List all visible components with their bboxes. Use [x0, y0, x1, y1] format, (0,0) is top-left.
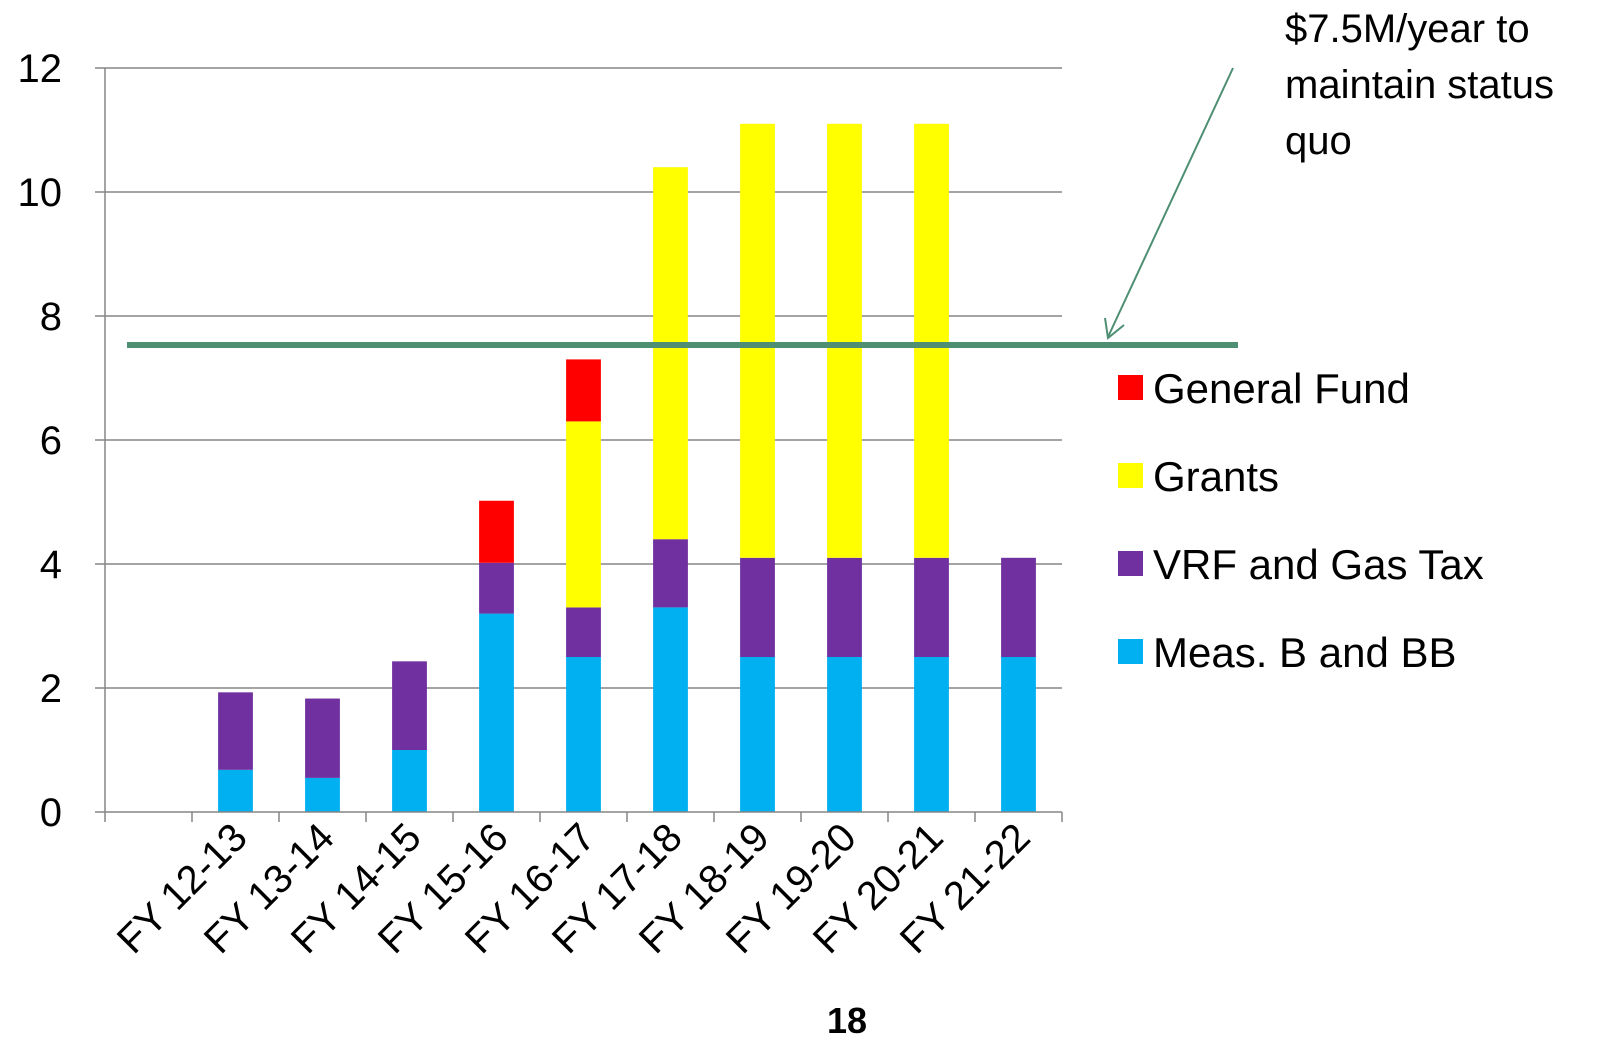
bar-segment: [566, 607, 601, 657]
y-tick-label: 4: [40, 543, 62, 587]
annotation: $7.5M/year to maintain status quo: [1104, 7, 1554, 340]
bar-segment: [566, 359, 601, 422]
legend-swatch: [1118, 375, 1143, 400]
y-tick-label: 10: [18, 171, 63, 215]
bar-segment: [653, 539, 688, 608]
bar-segment: [392, 750, 427, 812]
legend: General Fund Grants VRF and Gas Tax Meas. B…: [1118, 365, 1484, 676]
bar-segment: [827, 657, 862, 812]
bar-segment: [653, 167, 688, 540]
bar-segment: [827, 123, 862, 558]
bar-segment: [392, 661, 427, 750]
legend-label: VRF and Gas Tax: [1153, 541, 1484, 588]
bar-segment: [740, 557, 775, 657]
legend-label: Grants: [1153, 453, 1279, 500]
annotation-text-line: $7.5M/year to: [1285, 7, 1530, 51]
y-tick-label: 8: [40, 295, 62, 339]
bar-segment: [740, 123, 775, 558]
bar-segment: [653, 607, 688, 812]
bar-segment: [218, 769, 253, 812]
y-tick-label: 2: [40, 667, 62, 711]
bar-segment: [479, 613, 514, 812]
y-tick-labels: 0 2 4 6 8 10 12: [18, 47, 63, 835]
bar-segment: [479, 562, 514, 614]
bar-segment: [914, 657, 949, 812]
page-number: 18: [827, 1000, 867, 1040]
legend-swatch: [1118, 551, 1143, 576]
y-tick-label: 12: [18, 47, 63, 91]
axes: [95, 67, 1063, 822]
annotation-text-line: quo: [1285, 119, 1352, 163]
legend-swatch: [1118, 463, 1143, 488]
bar-segment: [827, 557, 862, 657]
bar-segment: [566, 421, 601, 608]
bar-segment: [479, 500, 514, 563]
bar-segment: [305, 698, 340, 778]
bar-segment: [740, 657, 775, 812]
bar-segment: [305, 777, 340, 812]
legend-label: Meas. B and BB: [1153, 629, 1457, 676]
bar-segment: [1001, 657, 1036, 812]
bar-segment: [914, 557, 949, 657]
legend-label: General Fund: [1153, 365, 1410, 412]
y-tick-label: 6: [40, 419, 62, 463]
annotation-arrowhead: [1104, 317, 1125, 340]
annotation-arrow: [1107, 67, 1234, 338]
bar-segment: [1001, 557, 1036, 657]
bar-segment: [566, 657, 601, 812]
legend-swatch: [1118, 639, 1143, 664]
annotation-text-line: maintain status: [1285, 63, 1554, 107]
bars: [218, 123, 1036, 812]
y-tick-label: 0: [40, 791, 62, 835]
bar-segment: [914, 123, 949, 558]
bar-segment: [218, 692, 253, 770]
